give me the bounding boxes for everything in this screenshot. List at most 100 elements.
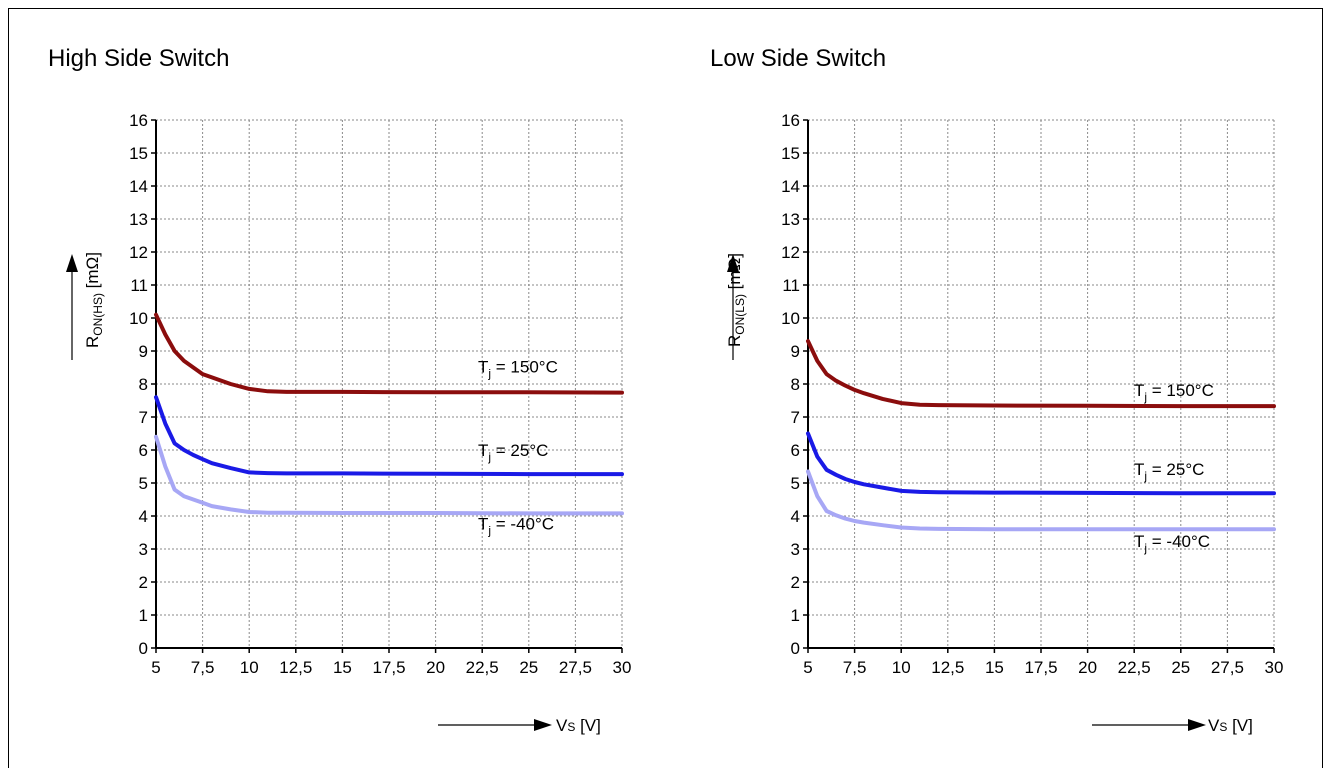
- x-axis-arrow-head: [1188, 719, 1206, 731]
- x-axis-label-sub: S: [567, 720, 575, 734]
- y-tick-label: 7: [139, 408, 148, 427]
- y-axis-label-main: R: [83, 336, 102, 348]
- series-label-rest: = -40°C: [491, 514, 554, 533]
- x-tick-label: 25: [1171, 658, 1190, 677]
- x-axis-label: VS [V]: [1208, 716, 1253, 735]
- y-tick-label: 3: [139, 540, 148, 559]
- y-axis-label-sub: ON(HS): [91, 293, 105, 336]
- x-axis-label-unit: [V]: [1227, 716, 1253, 735]
- series-label-sub: j: [1143, 469, 1147, 483]
- y-axis-label-unit: [mΩ]: [725, 253, 744, 294]
- y-tick-label: 12: [781, 243, 800, 262]
- series-label-3: Tj = -40°C: [1134, 532, 1210, 555]
- chart-title: Low Side Switch: [710, 45, 886, 72]
- x-axis-label-main: V: [556, 716, 568, 735]
- y-tick-label: 5: [139, 474, 148, 493]
- y-tick-label: 9: [139, 342, 148, 361]
- series-label-1: Tj = 150°C: [478, 358, 558, 381]
- series-line-2: [154, 395, 624, 477]
- series-line-1: [154, 312, 624, 395]
- x-tick-label: 27,5: [1211, 658, 1244, 677]
- x-axis-label-main: V: [1208, 716, 1220, 735]
- x-tick-label: 7,5: [843, 658, 867, 677]
- series-label-1: Tj = 150°C: [1134, 381, 1214, 404]
- y-tick-label: 4: [139, 507, 148, 526]
- series-label-rest: = -40°C: [1147, 532, 1210, 551]
- x-axis-label-unit: [V]: [575, 716, 601, 735]
- series-label-rest: = 150°C: [1147, 381, 1214, 400]
- y-tick-label: 8: [791, 375, 800, 394]
- x-tick-label: 15: [333, 658, 352, 677]
- x-tick-label: 30: [1265, 658, 1284, 677]
- y-tick-label: 14: [129, 177, 148, 196]
- y-tick-label: 10: [129, 309, 148, 328]
- gridlines: [156, 119, 623, 648]
- series-label-sub: j: [487, 523, 491, 537]
- y-tick-label: 0: [139, 639, 148, 658]
- series-line-1: [806, 339, 1276, 409]
- y-tick-label: 11: [782, 276, 800, 295]
- series-label-2: Tj = 25°C: [478, 441, 548, 464]
- y-axis-label: RON(LS) [mΩ]: [725, 253, 747, 347]
- series-label-main: T: [1134, 460, 1144, 479]
- y-axis-arrow-head: [66, 254, 78, 272]
- chart-panel-2: Low Side Switch0123456789101112131415165…: [710, 45, 1283, 735]
- y-tick-label: 2: [139, 573, 148, 592]
- series-label-main: T: [1134, 532, 1144, 551]
- x-tick-label: 22,5: [1118, 658, 1151, 677]
- series-label-3: Tj = -40°C: [478, 514, 554, 537]
- series-label-2: Tj = 25°C: [1134, 460, 1204, 483]
- y-axis-label-main: R: [725, 335, 744, 347]
- series-label-main: T: [478, 514, 488, 533]
- y-tick-label: 13: [781, 210, 800, 229]
- y-axis-label-sub: ON(LS): [733, 294, 747, 335]
- series-label-sub: j: [487, 450, 491, 464]
- x-tick-label: 17,5: [1024, 658, 1057, 677]
- y-tick-label: 4: [791, 507, 800, 526]
- y-tick-label: 2: [791, 573, 800, 592]
- y-tick-label: 11: [130, 276, 148, 295]
- chart-panel-1: High Side Switch012345678910111213141516…: [48, 45, 631, 735]
- y-tick-label: 8: [139, 375, 148, 394]
- x-tick-label: 15: [985, 658, 1004, 677]
- series-label-main: T: [1134, 381, 1144, 400]
- gridlines: [808, 119, 1275, 648]
- x-tick-label: 7,5: [191, 658, 215, 677]
- series-label-sub: j: [1143, 390, 1147, 404]
- y-tick-label: 9: [791, 342, 800, 361]
- x-axis-arrow-head: [534, 719, 552, 731]
- y-tick-label: 0: [791, 639, 800, 658]
- y-tick-label: 7: [791, 408, 800, 427]
- y-tick-label: 6: [139, 441, 148, 460]
- y-tick-label: 16: [129, 111, 148, 130]
- y-tick-label: 16: [781, 111, 800, 130]
- series-label-main: T: [478, 441, 488, 460]
- series-line-3: [806, 469, 1276, 532]
- y-tick-label: 12: [129, 243, 148, 262]
- series-label-rest: = 25°C: [491, 441, 548, 460]
- x-tick-label: 20: [426, 658, 445, 677]
- x-tick-label: 20: [1078, 658, 1097, 677]
- y-tick-label: 5: [791, 474, 800, 493]
- series-line-3: [154, 434, 624, 516]
- x-tick-label: 12,5: [279, 658, 312, 677]
- figure-frame: [8, 8, 1323, 768]
- chart-title: High Side Switch: [48, 45, 229, 72]
- y-tick-label: 15: [129, 144, 148, 163]
- y-tick-label: 6: [791, 441, 800, 460]
- x-tick-label: 5: [151, 658, 160, 677]
- x-tick-label: 10: [892, 658, 911, 677]
- y-axis-label: RON(HS) [mΩ]: [83, 252, 105, 348]
- y-tick-label: 3: [791, 540, 800, 559]
- x-tick-label: 25: [519, 658, 538, 677]
- y-tick-label: 1: [791, 606, 800, 625]
- x-tick-label: 12,5: [931, 658, 964, 677]
- series-line-2: [806, 431, 1276, 496]
- x-tick-label: 27,5: [559, 658, 592, 677]
- series-label-rest: = 150°C: [491, 358, 558, 377]
- y-tick-label: 14: [781, 177, 800, 196]
- y-tick-label: 13: [129, 210, 148, 229]
- series-label-rest: = 25°C: [1147, 460, 1204, 479]
- x-axis-label-sub: S: [1219, 720, 1227, 734]
